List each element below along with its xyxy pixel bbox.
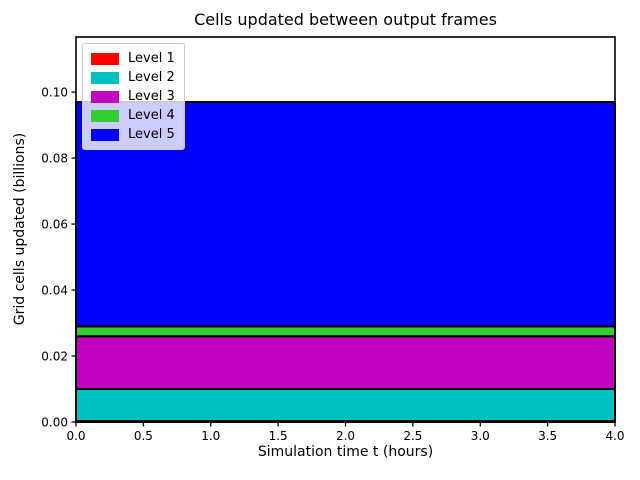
legend-label: Level 4 [128,108,175,123]
chart-title: Cells updated between output frames [194,10,497,29]
y-tick-label: 0.04 [41,284,68,298]
x-tick-label: 1.0 [201,429,220,443]
y-tick-label: 0.02 [41,350,68,364]
legend-label: Level 3 [128,89,175,104]
legend-item: Level 2 [91,68,176,87]
y-tick-label: 0.08 [41,152,68,166]
x-tick-label: 3.5 [538,429,557,443]
area-level-4 [75,325,616,338]
legend-label: Level 1 [128,51,175,66]
legend: Level 1 Level 2 Level 3 Level 4 Level 5 [82,43,185,150]
legend-item: Level 4 [91,106,176,125]
legend-item: Level 1 [91,49,176,68]
x-tick-label: 0.0 [66,429,85,443]
legend-swatch [91,90,119,103]
x-tick-label: 2.0 [336,429,355,443]
legend-swatch [91,109,119,122]
area-level-3 [75,335,616,391]
legend-item: Level 3 [91,87,176,106]
x-tick-label: 2.5 [403,429,422,443]
y-tick-label: 0.00 [41,416,68,430]
x-tick-label: 3.0 [471,429,490,443]
legend-label: Level 5 [128,127,175,142]
x-axis-label: Simulation time t (hours) [257,444,434,460]
y-tick-label: 0.06 [41,218,68,232]
x-tick-label: 0.5 [134,429,153,443]
legend-item: Level 5 [91,125,176,144]
legend-swatch [91,71,119,84]
y-tick-label: 0.10 [41,86,68,100]
legend-swatch [91,128,119,141]
area-level-2 [75,388,616,423]
x-tick-label: 1.5 [269,429,288,443]
legend-swatch [91,52,119,65]
x-tick-label: 4.0 [605,429,624,443]
legend-label: Level 2 [128,70,175,85]
